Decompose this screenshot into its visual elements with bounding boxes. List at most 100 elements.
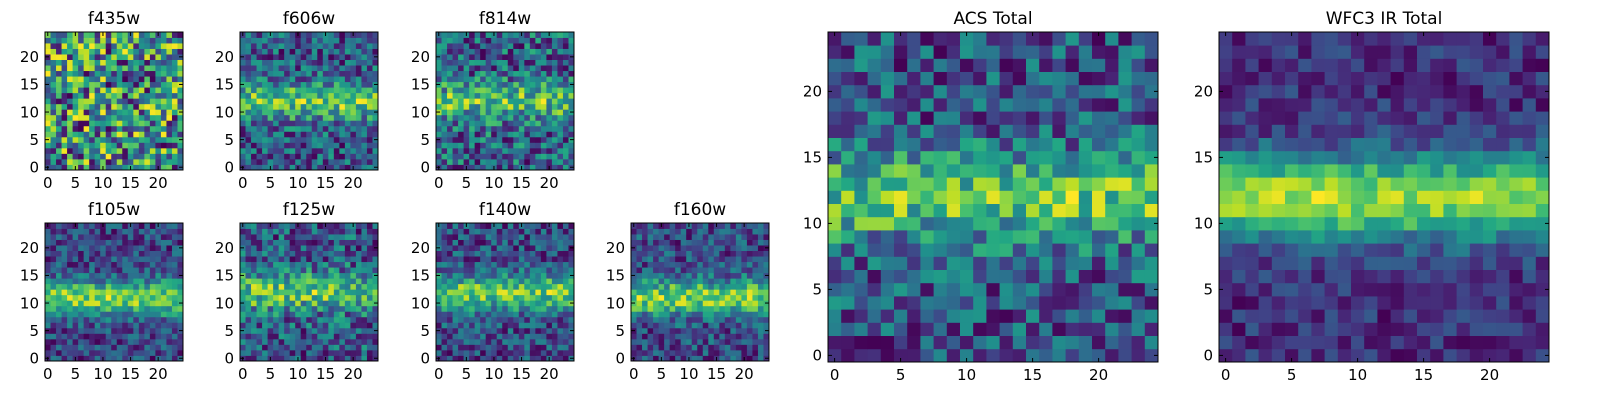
- heatmap-cell: [284, 316, 291, 323]
- heatmap-cell: [50, 305, 57, 312]
- heatmap-cell: [105, 48, 112, 55]
- heatmap-cell: [144, 103, 151, 110]
- heatmap-cell: [702, 344, 709, 351]
- heatmap-cell: [100, 103, 107, 110]
- heatmap-cell: [697, 239, 704, 246]
- heatmap-cell: [372, 87, 379, 94]
- heatmap-cell: [763, 239, 770, 246]
- heatmap-cell: [116, 338, 123, 345]
- heatmap-cell: [245, 147, 252, 154]
- heatmap-cell: [1092, 269, 1106, 284]
- heatmap-cell: [664, 239, 671, 246]
- heatmap-cell: [251, 43, 257, 49]
- heatmap-cell: [328, 87, 335, 94]
- heatmap-cell: [171, 131, 178, 138]
- heatmap-cell: [1118, 177, 1132, 191]
- heatmap-cell: [300, 316, 307, 323]
- heatmap-cell: [535, 131, 542, 138]
- heatmap-cell: [273, 261, 280, 268]
- heatmap-cell: [100, 114, 107, 121]
- heatmap-cell: [724, 223, 731, 229]
- heatmap-cell: [61, 164, 68, 171]
- heatmap-cell: [67, 125, 73, 132]
- heatmap-cell: [78, 81, 85, 88]
- heatmap-cell: [278, 54, 285, 60]
- y-tick-label: 10: [606, 294, 625, 312]
- heatmap-cell: [933, 282, 948, 297]
- heatmap-cell: [67, 136, 73, 143]
- heatmap-cell: [133, 92, 140, 99]
- heatmap-cell: [289, 120, 296, 127]
- heatmap-cell: [658, 234, 665, 240]
- heatmap-cell: [735, 300, 742, 307]
- heatmap-cell: [350, 228, 357, 235]
- heatmap-cell: [50, 153, 57, 160]
- heatmap-cell: [61, 267, 68, 274]
- heatmap-cell: [300, 81, 307, 88]
- heatmap-cell: [658, 272, 665, 279]
- heatmap-cell: [502, 158, 509, 165]
- heatmap-cell: [339, 87, 346, 94]
- heatmap-cell: [344, 54, 351, 60]
- heatmap-cell: [72, 256, 79, 263]
- heatmap-cell: [524, 239, 531, 246]
- heatmap-cell: [350, 92, 357, 99]
- heatmap-cell: [469, 250, 476, 257]
- heatmap-cell: [664, 267, 671, 274]
- heatmap-cell: [56, 283, 62, 290]
- heatmap-cell: [105, 272, 112, 279]
- heatmap-cell: [94, 48, 101, 55]
- heatmap-cell: [480, 344, 487, 351]
- heatmap-cell: [262, 153, 268, 160]
- heatmap-cell: [56, 59, 62, 66]
- heatmap-cell: [557, 158, 564, 165]
- heatmap-cell: [267, 294, 274, 301]
- heatmap-cell: [149, 70, 156, 77]
- heatmap-cell: [133, 164, 140, 171]
- heatmap-cell: [447, 147, 453, 154]
- heatmap-cell: [686, 294, 693, 301]
- heatmap-cell: [350, 250, 357, 257]
- heatmap-cell: [1144, 282, 1159, 297]
- heatmap-cell: [1118, 256, 1132, 270]
- heatmap-cell: [691, 256, 698, 263]
- heatmap-cell: [1052, 296, 1066, 310]
- heatmap-cell: [251, 103, 257, 110]
- heatmap-cell: [149, 87, 156, 94]
- heatmap-cell: [557, 125, 564, 132]
- heatmap-cell: [317, 289, 324, 296]
- heatmap-cell: [50, 223, 57, 229]
- heatmap-cell: [45, 114, 51, 121]
- heatmap-cell: [1092, 348, 1106, 363]
- heatmap-cell: [306, 272, 313, 279]
- heatmap-cell: [441, 153, 448, 160]
- heatmap-cell: [116, 147, 123, 154]
- heatmap-cell: [535, 338, 542, 345]
- heatmap-cell: [245, 311, 252, 318]
- heatmap-cell: [680, 267, 687, 274]
- heatmap-cell: [133, 120, 140, 127]
- heatmap-cell: [339, 338, 346, 345]
- heatmap-cell: [56, 120, 62, 127]
- heatmap-cell: [339, 109, 346, 116]
- heatmap-cell: [289, 87, 296, 94]
- heatmap-cell: [562, 158, 569, 165]
- heatmap-cell: [273, 158, 280, 165]
- heatmap-cell: [344, 355, 351, 362]
- y-tick-label: 20: [411, 48, 430, 66]
- heatmap-cell: [72, 147, 79, 154]
- heatmap-cell: [529, 48, 536, 55]
- heatmap-cell: [317, 136, 324, 143]
- heatmap-cell: [100, 131, 107, 138]
- heatmap-cell: [166, 316, 173, 323]
- heatmap-cell: [306, 48, 313, 55]
- heatmap-cell: [105, 158, 112, 165]
- heatmap-cell: [513, 92, 520, 99]
- heatmap-cell: [680, 250, 687, 257]
- heatmap-cell: [946, 309, 961, 323]
- heatmap-cell: [730, 311, 737, 318]
- heatmap-cell: [757, 267, 764, 274]
- heatmap-cell: [529, 65, 536, 72]
- heatmap-cell: [133, 245, 140, 251]
- heatmap-cell: [841, 256, 855, 270]
